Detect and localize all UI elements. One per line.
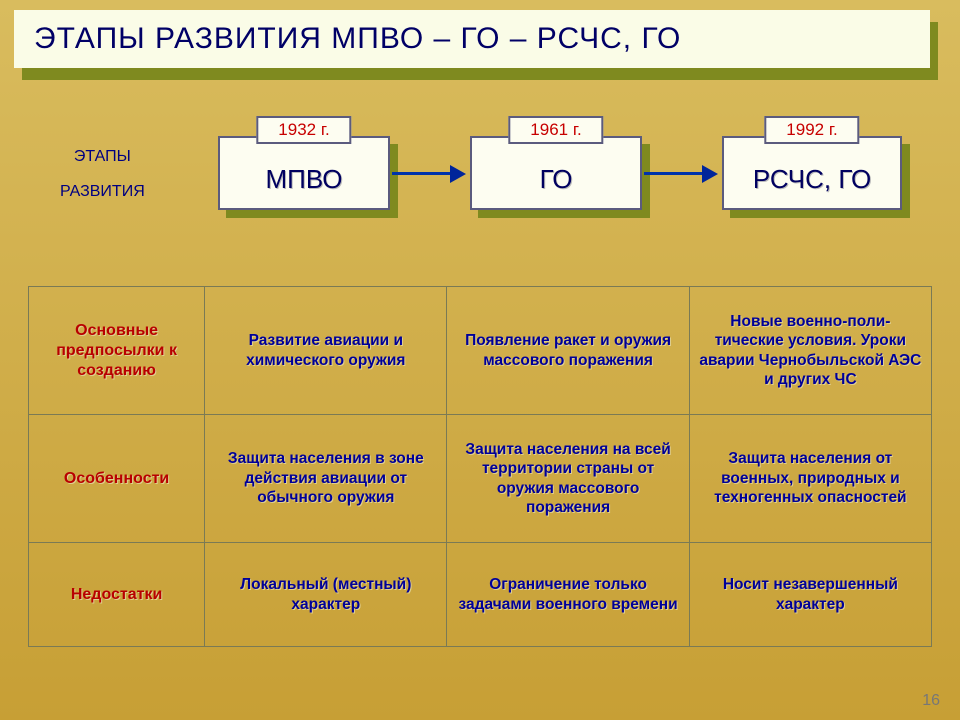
table-cell: Развитие авиации и химического оружия	[205, 287, 447, 415]
stage-row: ЭТАПЫ РАЗВИТИЯ 1932 г.МПВО 1961 г.ГО 1992 …	[0, 84, 960, 254]
slide-title: ЭТАПЫ РАЗВИТИЯ МПВО – ГО – РСЧС, ГО	[34, 22, 681, 56]
stage-year: 1961 г.	[508, 116, 603, 144]
table-row: Основные предпосылки к созданиюРазвитие …	[29, 287, 932, 415]
stage-year: 1932 г.	[256, 116, 351, 144]
table-cell: Носит незавершенный характер	[689, 543, 931, 647]
title-area: ЭТАПЫ РАЗВИТИЯ МПВО – ГО – РСЧС, ГО	[0, 0, 960, 84]
stage-year: 1992 г.	[764, 116, 859, 144]
stage-box-2: 1992 г.РСЧС, ГО	[722, 136, 902, 210]
row-header: Особенности	[29, 415, 205, 543]
stage-axis-label: ЭТАПЫ РАЗВИТИЯ	[60, 139, 145, 209]
arrow-head-icon	[450, 165, 466, 183]
arrow-line	[392, 172, 452, 175]
stage-label-line2: РАЗВИТИЯ	[60, 183, 145, 200]
stage-name: РСЧС, ГО	[724, 138, 900, 205]
stage-box-0: 1932 г.МПВО	[218, 136, 390, 210]
title-bar: ЭТАПЫ РАЗВИТИЯ МПВО – ГО – РСЧС, ГО	[14, 10, 930, 68]
stage-name: ГО	[472, 138, 640, 205]
arrow-line	[644, 172, 704, 175]
table-cell: Защита населения в зоне действия авиации…	[205, 415, 447, 543]
table-cell: Локальный (местный) характер	[205, 543, 447, 647]
row-header: Основные предпосылки к созданию	[29, 287, 205, 415]
stage-name: МПВО	[220, 138, 388, 205]
table-cell: Ограничение только задачами военного вре…	[447, 543, 689, 647]
table-cell: Защита населения от военных, природных и…	[689, 415, 931, 543]
table-row: ОсобенностиЗащита населения в зоне дейст…	[29, 415, 932, 543]
table-cell: Защита населения на всей территории стра…	[447, 415, 689, 543]
slide: ЭТАПЫ РАЗВИТИЯ МПВО – ГО – РСЧС, ГО ЭТАП…	[0, 0, 960, 720]
page-number: 16	[922, 692, 940, 710]
table-cell: Появление ракет и оружия массового пораж…	[447, 287, 689, 415]
row-header: Недостатки	[29, 543, 205, 647]
table-cell: Новые военно-поли-тические условия. Урок…	[689, 287, 931, 415]
stage-box-1: 1961 г.ГО	[470, 136, 642, 210]
stage-label-line1: ЭТАПЫ	[74, 148, 131, 165]
arrow-head-icon	[702, 165, 718, 183]
table-row: НедостаткиЛокальный (местный) характерОг…	[29, 543, 932, 647]
comparison-table: Основные предпосылки к созданиюРазвитие …	[28, 286, 932, 647]
